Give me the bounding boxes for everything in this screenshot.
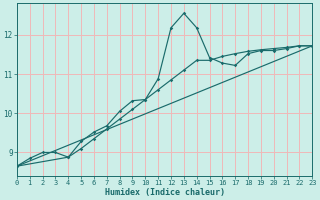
X-axis label: Humidex (Indice chaleur): Humidex (Indice chaleur)	[105, 188, 225, 197]
